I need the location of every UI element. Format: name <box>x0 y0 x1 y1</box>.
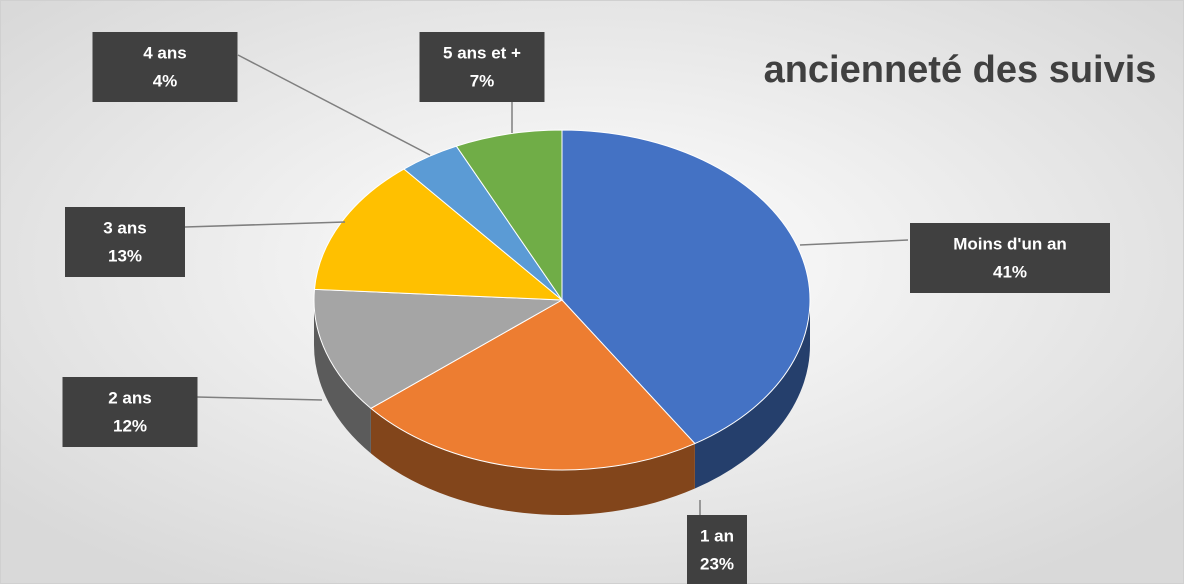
data-label-value: 23% <box>700 554 734 573</box>
slice <box>455 129 563 302</box>
chart-title: ancienneté des suivis <box>764 49 1157 91</box>
leader-line <box>196 396 323 401</box>
slice <box>370 299 696 471</box>
data-label-name: Moins d'un an <box>953 234 1067 253</box>
slice <box>313 288 564 409</box>
leader-line <box>237 54 431 156</box>
label-box <box>910 223 1110 293</box>
data-label-name: 1 an <box>700 526 734 545</box>
data-label-name: 5 ans et + <box>443 43 521 62</box>
slice-side <box>314 300 371 454</box>
data-label-name: 4 ans <box>143 43 186 62</box>
slice-side <box>370 408 695 515</box>
data-label-value: 13% <box>108 246 142 265</box>
label-box <box>687 515 747 584</box>
slice-side <box>694 300 810 489</box>
label-box <box>65 207 185 277</box>
data-label-name: 3 ans <box>103 218 146 237</box>
label-box <box>62 377 198 447</box>
label-box <box>419 32 545 102</box>
data-label-value: 41% <box>993 262 1027 281</box>
leader-line <box>799 239 909 246</box>
data-label-name: 2 ans <box>108 388 151 407</box>
data-label-value: 7% <box>470 71 495 90</box>
data-label-value: 4% <box>153 71 178 90</box>
data-label-value: 12% <box>113 416 147 435</box>
leader-line <box>184 221 346 228</box>
slice <box>561 129 811 445</box>
label-box <box>92 32 238 102</box>
